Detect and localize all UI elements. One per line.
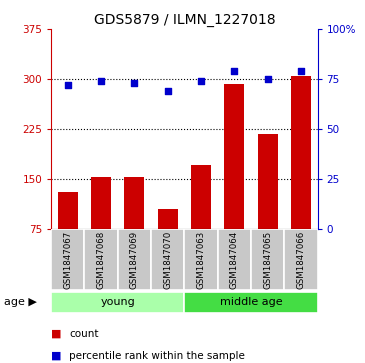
Bar: [158, 209, 178, 229]
Bar: [224, 83, 244, 229]
Point: [265, 76, 270, 82]
Text: GSM1847067: GSM1847067: [63, 231, 72, 289]
Bar: [51, 229, 84, 290]
Title: GDS5879 / ILMN_1227018: GDS5879 / ILMN_1227018: [93, 13, 275, 26]
Point: [65, 82, 71, 88]
Bar: [84, 229, 118, 290]
Text: middle age: middle age: [220, 297, 282, 307]
Text: percentile rank within the sample: percentile rank within the sample: [69, 351, 245, 361]
Bar: [191, 166, 211, 229]
Bar: [58, 192, 78, 229]
Text: GSM1847066: GSM1847066: [296, 231, 306, 289]
Text: young: young: [100, 297, 135, 307]
Bar: [151, 229, 184, 290]
Text: age ▶: age ▶: [4, 297, 36, 307]
Point: [98, 78, 104, 84]
Bar: [91, 178, 111, 229]
Text: GSM1847070: GSM1847070: [163, 231, 172, 289]
Point: [198, 78, 204, 84]
Bar: [118, 229, 151, 290]
Bar: [258, 134, 277, 229]
Text: count: count: [69, 329, 99, 339]
Bar: [184, 291, 318, 313]
Point: [231, 68, 237, 74]
Text: GSM1847063: GSM1847063: [196, 231, 205, 289]
Text: GSM1847064: GSM1847064: [230, 231, 239, 289]
Text: GSM1847065: GSM1847065: [263, 231, 272, 289]
Bar: [251, 229, 284, 290]
Bar: [184, 229, 218, 290]
Bar: [291, 76, 311, 229]
Bar: [284, 229, 318, 290]
Text: ■: ■: [51, 351, 62, 361]
Bar: [124, 178, 144, 229]
Point: [131, 80, 137, 86]
Text: ■: ■: [51, 329, 62, 339]
Text: GSM1847069: GSM1847069: [130, 231, 139, 289]
Text: GSM1847068: GSM1847068: [97, 231, 105, 289]
Bar: [51, 291, 184, 313]
Point: [165, 88, 170, 94]
Point: [298, 68, 304, 74]
Bar: [218, 229, 251, 290]
